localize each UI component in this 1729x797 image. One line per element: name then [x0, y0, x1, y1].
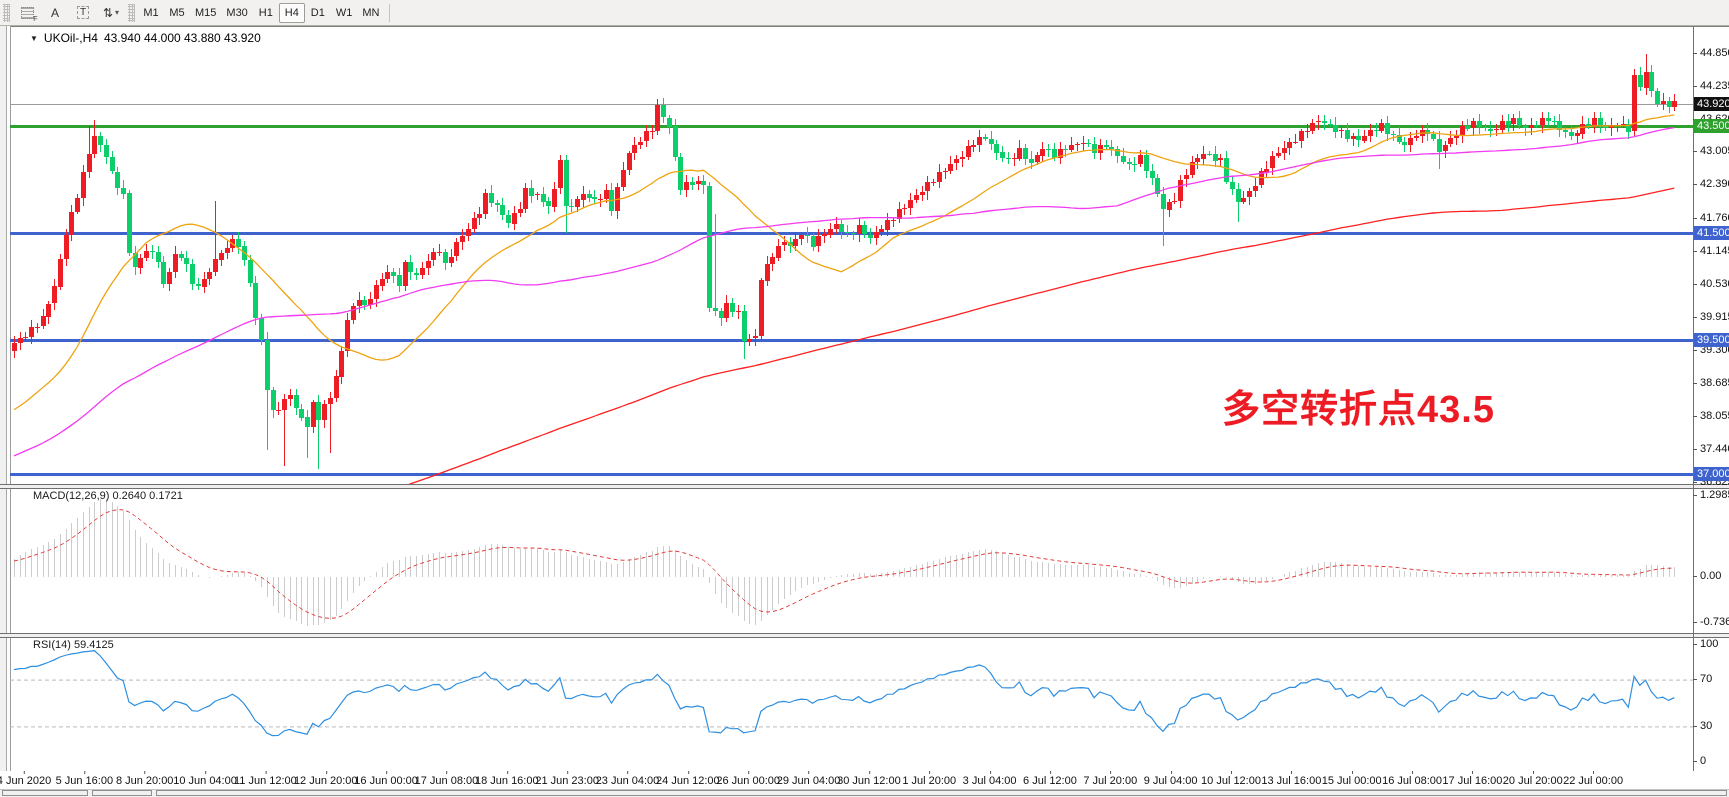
main-chart-canvas[interactable] [10, 27, 1693, 484]
timeframe-button-m5[interactable]: M5 [169, 6, 185, 19]
chart-window: ▼ UKOil-,H4 43.940 44.000 43.880 43.920 … [0, 26, 1729, 797]
rsi-indicator-canvas[interactable] [10, 636, 1693, 771]
timeframe-button-d1[interactable]: D1 [310, 6, 325, 19]
timeframe-button-h4[interactable]: H4 [278, 2, 305, 23]
time-tick-label: 24 Jun 12:00 [656, 771, 720, 787]
time-tick-label: 13 Jul 16:00 [1261, 771, 1322, 787]
rsi-tick-label: 30 [1692, 719, 1713, 732]
symbol-label: UKOil-,H4 [43, 31, 98, 45]
grid-icon: F [20, 6, 38, 23]
time-tick-label: 1 Jul 20:00 [902, 771, 957, 787]
macd-tick-label: -0.7362 [1692, 616, 1729, 629]
grid-f-icon[interactable]: F [14, 2, 40, 24]
price-tick-label: 38.685 [1693, 377, 1729, 390]
price-tick-label: 37.440 [1693, 443, 1729, 456]
macd-tick-label: 1.2985 [1693, 489, 1729, 502]
ohlc-quotes: 43.940 44.000 43.880 43.920 [103, 31, 261, 45]
text-label-button[interactable]: A [42, 2, 68, 24]
cycle-lines-button[interactable]: ⇅ ▾ [98, 2, 124, 24]
rsi-tick-label: 100 [1692, 638, 1719, 650]
price-tick-label: 42.390 [1693, 178, 1729, 191]
time-tick-label: 22 Jul 00:00 [1563, 771, 1624, 787]
price-level-badge: 43.920 [1694, 96, 1729, 111]
price-tick-label: 40.530 [1693, 278, 1729, 291]
time-tick-label: 18 Jun 16:00 [474, 771, 539, 787]
price-tick-label: 43.005 [1693, 145, 1729, 158]
time-tick-label: 9 Jul 04:00 [1143, 771, 1198, 787]
price-tick-label: 41.145 [1693, 245, 1729, 258]
rsi-tick-label: 70 [1692, 673, 1713, 686]
time-tick-label: 30 Jun 12:00 [837, 771, 901, 787]
time-tick-label: 21 Jun 23:00 [535, 771, 599, 787]
panel-border [0, 26, 1729, 27]
panel-splitter-rsi[interactable] [0, 633, 1729, 638]
price-tick-label: 39.915 [1693, 311, 1729, 324]
toolbar: F A T ⇅ ▾ M1 M5 M15 M30 H1 H4 D1 W1 MN [0, 0, 1729, 26]
time-tick-label: 20 Jul 20:00 [1502, 771, 1563, 787]
chart-title: ▼ UKOil-,H4 43.940 44.000 43.880 43.920 [30, 31, 261, 45]
rsi-values: 59.4125 [73, 639, 114, 651]
macd-tick-label: 0.00 [1692, 570, 1722, 582]
price-axis-border [1693, 27, 1694, 771]
time-tick-label: 8 Jun 20:00 [115, 771, 174, 787]
time-tick-label: 29 Jun 04:00 [776, 771, 841, 787]
time-tick-label: 3 Jul 04:00 [962, 771, 1017, 787]
price-level-badge: 37.000 [1694, 466, 1729, 481]
toolbar-drag-handle[interactable] [3, 3, 10, 22]
price-tick-label: 44.235 [1693, 80, 1729, 93]
price-tick-label: 44.850 [1693, 47, 1729, 60]
chart-annotation-text: 多空转折点43.5 [1222, 389, 1495, 431]
time-tick-label: 26 Jun 00:00 [716, 771, 780, 787]
time-tick-label: 12 Jun 20:00 [293, 771, 358, 787]
time-tick-label: 16 Jul 08:00 [1382, 771, 1443, 787]
time-tick-label: 11 Jun 12:00 [233, 771, 297, 787]
chevron-down-icon: ▾ [115, 8, 120, 17]
timeframe-button-m1[interactable]: M1 [143, 6, 159, 19]
price-level-badge: 39.500 [1694, 333, 1729, 347]
price-level-badge: 41.500 [1694, 226, 1729, 240]
text-box-icon: T [76, 6, 90, 19]
cycle-lines-icon: ⇅ [102, 5, 114, 20]
timeframe-button-w1[interactable]: W1 [335, 6, 353, 19]
text-box-button[interactable]: T [70, 2, 96, 24]
time-tick-label: 4 Jun 2020 [0, 771, 51, 787]
time-tick-label: 10 Jul 12:00 [1201, 771, 1261, 787]
time-tick-label: 6 Jul 12:00 [1023, 771, 1077, 787]
time-tick-label: 10 Jun 04:00 [173, 771, 237, 787]
timeframe-button-m30[interactable]: M30 [226, 6, 248, 19]
time-tick-label: 7 Jul 20:00 [1083, 771, 1138, 787]
timeframe-button-m15[interactable]: M15 [195, 6, 217, 19]
macd-label: MACD(12,26,9) 0.2640 0.1721 [33, 490, 183, 502]
symbol-dropdown-icon[interactable]: ▼ [30, 33, 38, 43]
scrollbar-segment[interactable] [92, 790, 152, 796]
time-tick-label: 17 Jun 08:00 [414, 771, 479, 787]
time-tick-label: 17 Jul 16:00 [1442, 771, 1503, 787]
timeframe-button-h1[interactable]: H1 [258, 6, 273, 19]
rsi-label: RSI(14) 59.4125 [33, 639, 114, 651]
rsi-tick-label: 0 [1692, 755, 1707, 767]
scrollbar-segment[interactable] [2, 790, 88, 796]
time-tick-label: 15 Jul 00:00 [1321, 771, 1382, 787]
price-tick-label: 38.055 [1693, 410, 1729, 423]
toolbar-separator [389, 3, 391, 22]
time-tick-label: 5 Jun 16:00 [55, 771, 114, 787]
text-label-icon: A [50, 5, 59, 20]
price-level-badge: 43.500 [1694, 119, 1729, 133]
timeframe-buttons: M1 M5 M15 M30 H1 H4 D1 W1 MN [138, 2, 384, 23]
scrollbar-segment[interactable] [156, 790, 1727, 796]
time-tick-label: 23 Jun 04:00 [595, 771, 660, 787]
panel-splitter-macd[interactable] [0, 484, 1729, 489]
macd-indicator-canvas[interactable] [10, 487, 1693, 633]
toolbar-drag-handle-2[interactable] [128, 3, 135, 22]
price-tick-label: 41.760 [1693, 212, 1729, 225]
time-axis: 4 Jun 2020 5 Jun 16:00 8 Jun 20:00 10 Jun 0… [0, 771, 1729, 789]
time-tick-label: 16 Jun 00:00 [354, 771, 418, 787]
timeframe-button-mn[interactable]: MN [362, 6, 380, 19]
macd-values: 0.2640 0.1721 [112, 490, 183, 502]
